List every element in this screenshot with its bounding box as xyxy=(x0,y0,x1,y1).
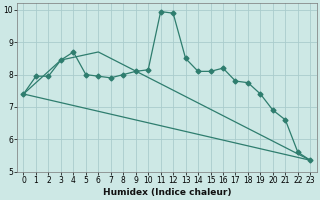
X-axis label: Humidex (Indice chaleur): Humidex (Indice chaleur) xyxy=(103,188,231,197)
